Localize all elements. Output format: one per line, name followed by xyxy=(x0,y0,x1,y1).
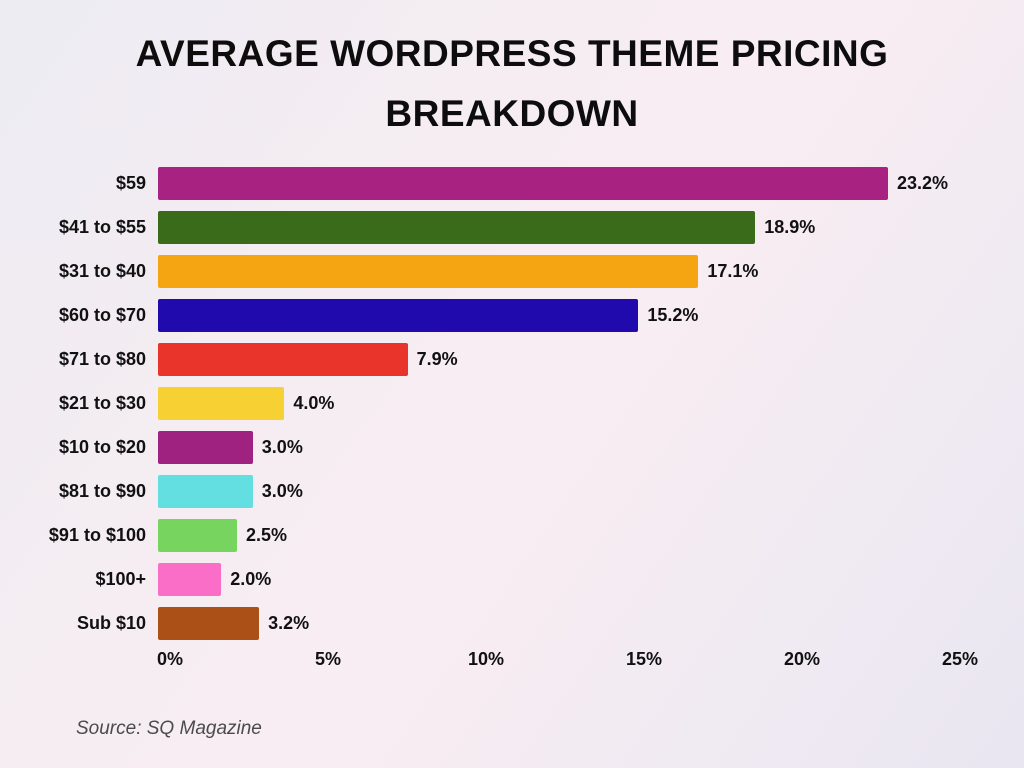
value-label: 3.0% xyxy=(261,436,303,457)
value-label: 2.0% xyxy=(230,568,272,589)
bar-row: $60 to $70 15.2% xyxy=(0,293,1024,337)
bar-row: $81 to $90 3.0% xyxy=(0,469,1024,513)
bar xyxy=(158,518,237,552)
value-label: 3.2% xyxy=(268,612,310,633)
bar-track: 4.0% xyxy=(158,386,948,420)
value-label: 2.5% xyxy=(246,524,288,545)
bar xyxy=(158,562,222,596)
bar-track: 2.0% xyxy=(158,562,948,596)
bar-track: 2.5% xyxy=(158,518,948,552)
category-label: $81 to $90 xyxy=(58,480,146,501)
bar-track: 7.9% xyxy=(158,342,948,376)
category-label: $31 to $40 xyxy=(58,260,146,281)
bar-track: 18.9% xyxy=(158,210,948,244)
chart-title: AVERAGE WORDPRESS THEME PRICING BREAKDOW… xyxy=(135,33,889,134)
value-label: 17.1% xyxy=(707,260,759,281)
category-label: $41 to $55 xyxy=(58,216,146,237)
category-label: $91 to $100 xyxy=(48,524,146,545)
bar xyxy=(158,166,888,200)
bar-track: 3.2% xyxy=(158,606,948,640)
bar-row: $31 to $40 17.1% xyxy=(0,249,1024,293)
bar-row: $21 to $30 4.0% xyxy=(0,381,1024,425)
category-label: $60 to $70 xyxy=(58,304,146,325)
value-label: 7.9% xyxy=(416,348,458,369)
category-label: $71 to $80 xyxy=(58,348,146,369)
bar-row: $59 23.2% xyxy=(0,161,1024,205)
bar-row: $100+ 2.0% xyxy=(0,557,1024,601)
category-label: $59 xyxy=(115,172,146,193)
bar-track: 3.0% xyxy=(158,474,948,508)
x-axis-tick: 0% xyxy=(156,649,184,669)
source-caption: Source: SQ Magazine xyxy=(76,718,262,739)
bar-row: $71 to $80 7.9% xyxy=(0,337,1024,381)
bar xyxy=(158,298,639,332)
x-axis-tick: 10% xyxy=(467,649,505,669)
category-label: $21 to $30 xyxy=(58,392,146,413)
x-axis-tick: 5% xyxy=(314,649,342,669)
bar-row: $91 to $100 2.5% xyxy=(0,513,1024,557)
x-axis-tick: 15% xyxy=(625,649,663,669)
bar-row: Sub $10 3.2% xyxy=(0,601,1024,645)
bar xyxy=(158,254,699,288)
category-label: $10 to $20 xyxy=(58,436,146,457)
category-label: Sub $10 xyxy=(76,612,146,633)
bar-row: $41 to $55 18.9% xyxy=(0,205,1024,249)
bar xyxy=(158,386,285,420)
bar xyxy=(158,474,253,508)
value-label: 18.9% xyxy=(764,216,816,237)
bar-rows: $59 23.2% $41 to $55 18.9% $31 to $40 17.1% $6… xyxy=(0,161,1024,645)
x-axis-tick: 20% xyxy=(783,649,821,669)
value-label: 23.2% xyxy=(896,172,948,193)
bar xyxy=(158,430,253,464)
value-label: 15.2% xyxy=(647,304,699,325)
bar-track: 3.0% xyxy=(158,430,948,464)
bar-track: 17.1% xyxy=(158,254,948,288)
x-axis: 0% 5% 10% 15% 20% 25% xyxy=(157,649,978,675)
bar-row: $10 to $20 3.0% xyxy=(0,425,1024,469)
category-label: $100+ xyxy=(95,568,146,589)
value-label: 4.0% xyxy=(293,392,335,413)
x-axis-tick: 25% xyxy=(941,649,979,669)
bar xyxy=(158,606,260,640)
bar xyxy=(158,210,756,244)
value-label: 3.0% xyxy=(261,480,303,501)
bar-chart: $59 23.2% $41 to $55 18.9% $31 to $40 17.1% $6… xyxy=(0,161,1024,675)
bar-track: 15.2% xyxy=(158,298,948,332)
bar xyxy=(158,342,408,376)
bar-track: 23.2% xyxy=(158,166,948,200)
